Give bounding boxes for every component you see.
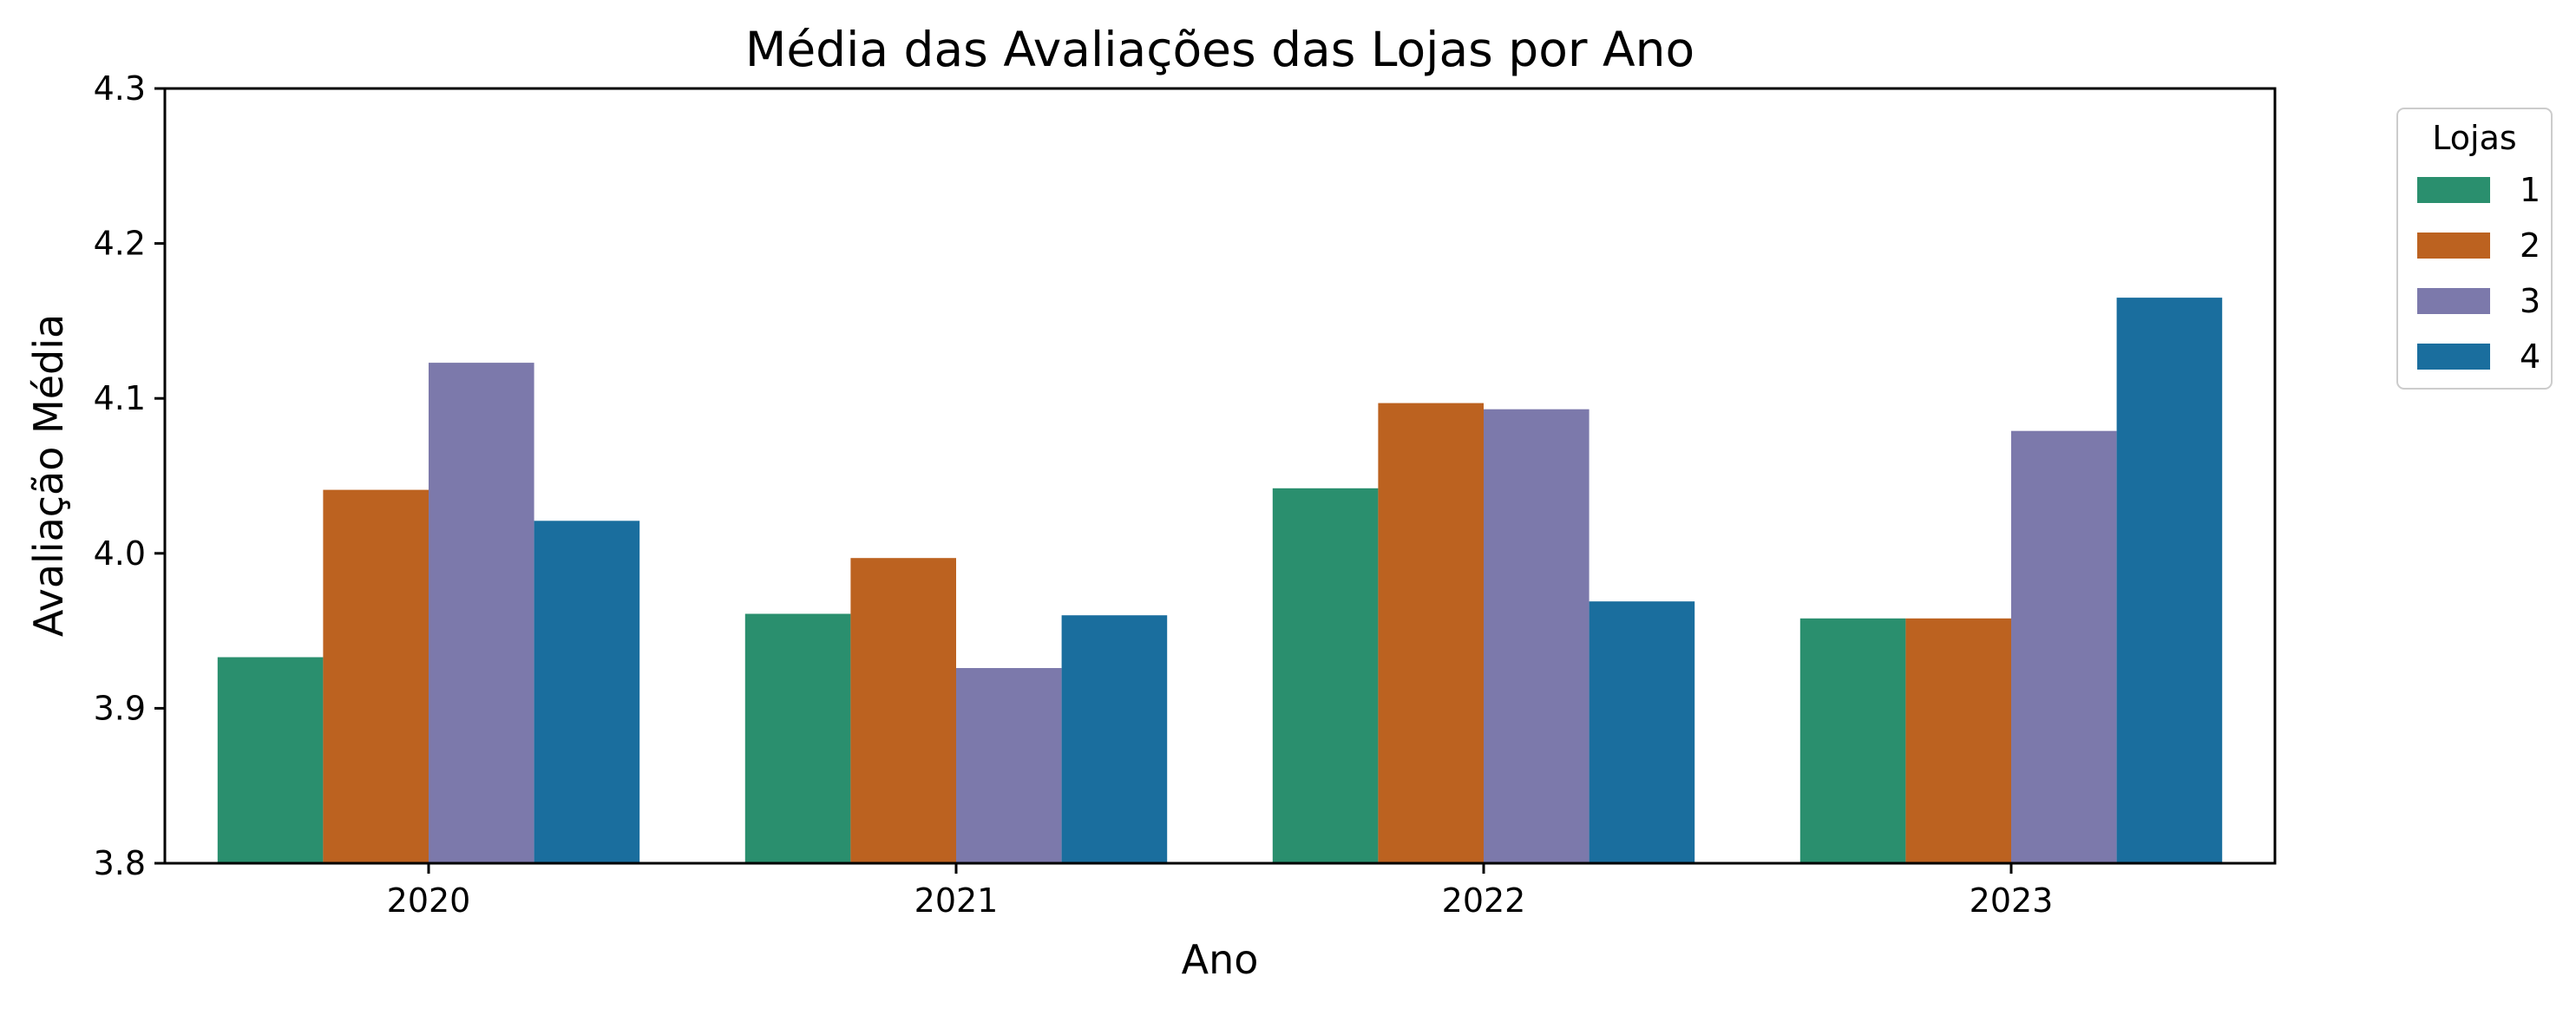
chart-title: Média das Avaliações das Lojas por Ano: [745, 22, 1694, 77]
bar-loja-4-2020: [534, 521, 640, 863]
bar-loja-4-2022: [1589, 601, 1695, 863]
x-tick-label: 2023: [1970, 881, 2054, 920]
bar-loja-3-2022: [1484, 409, 1590, 863]
legend-label-1: 1: [2520, 171, 2540, 209]
y-axis: 3.8 3.9 4.0 4.1 4.2 4.3: [94, 69, 165, 882]
y-tick-label: 3.8: [94, 844, 146, 882]
legend: Lojas 1 2 3 4: [2396, 108, 2553, 390]
bar-loja-3-2023: [2011, 430, 2117, 863]
bar-loja-3-2021: [956, 668, 1062, 863]
plot-frame: [163, 87, 2277, 865]
bar-loja-2-2021: [850, 558, 956, 863]
bar-loja-1-2020: [217, 657, 324, 863]
legend-items: 1 2 3 4: [2417, 171, 2540, 376]
y-tick-label: 4.2: [94, 225, 146, 263]
legend-label-3: 3: [2520, 282, 2540, 320]
bars-group: [217, 298, 2223, 864]
bar-loja-1-2022: [1272, 488, 1379, 863]
bar-loja-4-2023: [2116, 298, 2223, 864]
bar-loja-1-2023: [1799, 618, 1906, 863]
y-tick-label: 4.3: [94, 69, 146, 108]
y-tick-label: 4.1: [94, 379, 146, 417]
bar-loja-4-2021: [1061, 615, 1168, 863]
legend-swatch-2: [2417, 233, 2490, 259]
y-tick-label: 3.9: [94, 689, 146, 727]
bar-loja-2-2020: [323, 489, 429, 863]
y-tick-label: 4.0: [94, 534, 146, 573]
x-tick-label: 2022: [1442, 881, 1526, 920]
legend-label-4: 4: [2520, 337, 2540, 376]
bar-loja-2-2023: [1905, 618, 2011, 863]
x-tick-label: 2020: [387, 881, 471, 920]
legend-swatch-4: [2417, 344, 2490, 370]
legend-swatch-3: [2417, 288, 2490, 314]
bar-loja-1-2021: [744, 613, 851, 863]
bar-loja-2-2022: [1378, 403, 1484, 864]
legend-label-2: 2: [2520, 226, 2540, 265]
y-axis-label: Avaliação Média: [25, 314, 72, 637]
x-axis: 2020 2021 2022 2023: [387, 863, 2054, 920]
bar-loja-3-2020: [429, 363, 534, 864]
x-axis-label: Ano: [1182, 936, 1259, 983]
legend-title: Lojas: [2432, 119, 2516, 157]
x-tick-label: 2021: [914, 881, 999, 920]
legend-swatch-1: [2417, 177, 2490, 203]
